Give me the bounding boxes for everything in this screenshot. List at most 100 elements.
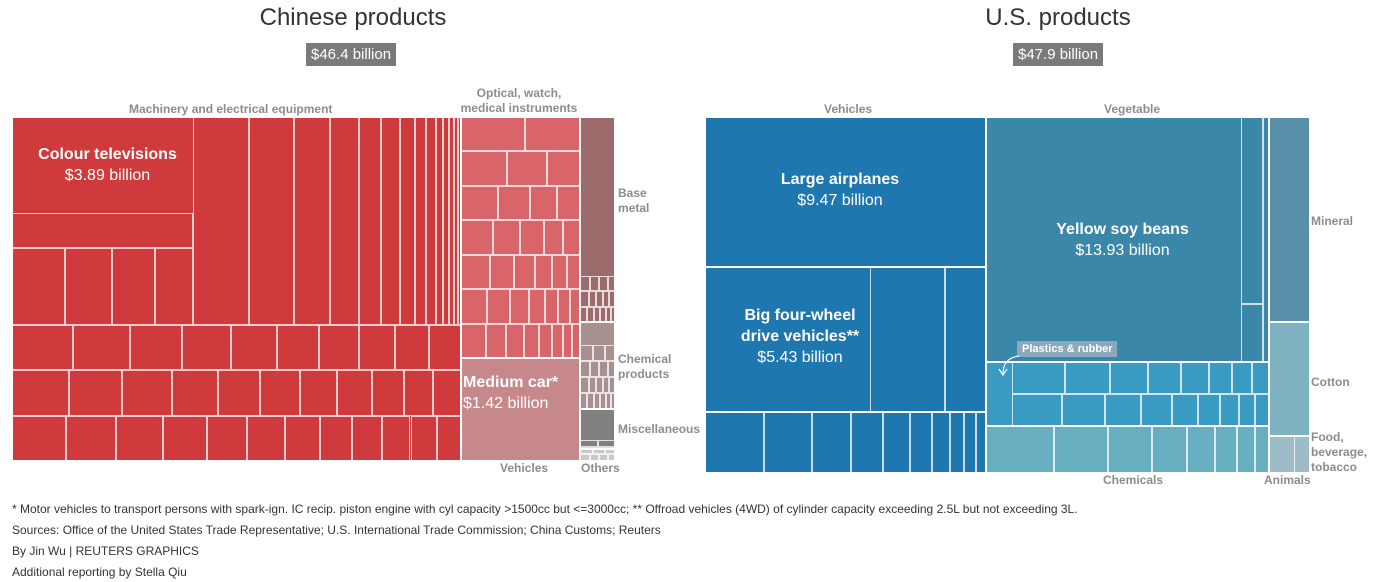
treemap-subcell <box>964 412 977 473</box>
treemap-subcell <box>528 289 545 324</box>
sources: Sources: Office of the United States Tra… <box>12 523 661 537</box>
treemap-subcell <box>193 117 250 325</box>
byline: By Jin Wu | REUTERS GRAPHICS <box>12 544 199 558</box>
treemap-subcell <box>1148 362 1181 394</box>
us-block-vegetable <box>986 117 1269 362</box>
us-cotton-label: Cotton <box>1311 375 1350 389</box>
treemap-subcell <box>163 415 207 461</box>
treemap-subcell <box>530 185 558 221</box>
treemap-subcell <box>129 325 183 371</box>
treemap-subcell <box>580 447 593 454</box>
us-large-airplanes-label: Large airplanes $9.47 billion <box>740 169 940 211</box>
us-food-label: Food, beverage, tobacco <box>1311 430 1367 475</box>
treemap-subcell <box>580 454 591 461</box>
treemap-subcell <box>600 306 606 322</box>
treemap-subcell <box>461 151 508 186</box>
footnote: * Motor vehicles to transport persons wi… <box>12 502 1078 516</box>
treemap-subcell <box>909 412 932 473</box>
treemap-subcell <box>1186 426 1215 473</box>
treemap-subcell <box>66 415 117 461</box>
treemap-subcell <box>435 117 444 325</box>
treemap-subcell <box>358 325 396 371</box>
us-vegetable-label: Vegetable <box>1104 102 1161 116</box>
us-products-title: U.S. products <box>985 4 1131 31</box>
treemap-subcell <box>580 291 589 307</box>
treemap-subcell <box>558 289 571 324</box>
treemap-subcell <box>594 393 601 409</box>
cn-colour-tv-value: $3.89 billion <box>64 167 151 184</box>
treemap-subcell <box>1198 394 1221 426</box>
us-4wd-name-line1: Big four-wheel <box>744 307 856 324</box>
treemap-subcell <box>524 323 540 358</box>
treemap-subcell <box>604 447 615 454</box>
treemap-subcell <box>945 267 986 412</box>
treemap-subcell <box>590 361 600 377</box>
treemap-subcell <box>1141 394 1172 426</box>
us-4wd-name-line2: drive vehicles** <box>740 328 860 345</box>
treemap-subcell <box>609 377 615 393</box>
treemap-subcell <box>206 415 247 461</box>
cn-vehicles-label: Vehicles <box>500 461 549 475</box>
treemap-subcell <box>12 248 65 325</box>
treemap-subcell <box>520 220 544 255</box>
treemap-subcell <box>587 393 595 409</box>
us-block-4wd <box>705 267 986 412</box>
treemap-subcell <box>449 117 455 325</box>
cn-misc-label: Miscellaneous <box>618 422 701 436</box>
cn-optical-label-line2: medical instruments <box>460 101 578 115</box>
treemap-subcell <box>461 117 526 152</box>
chinese-products-title: Chinese products <box>259 4 447 31</box>
treemap-subcell <box>410 415 437 461</box>
treemap-subcell <box>12 213 193 248</box>
treemap-subcell <box>352 415 383 461</box>
treemap-subcell <box>567 254 580 290</box>
treemap-subcell <box>461 323 486 358</box>
treemap-subcell <box>217 370 261 416</box>
cn-optical-label-line1: Optical, watch, <box>476 86 562 100</box>
cn-colour-tv-label: Colour televisions $3.89 billion <box>20 144 195 186</box>
treemap-subcell <box>607 276 615 292</box>
treemap-subcell <box>534 254 553 290</box>
treemap-subcell <box>426 117 436 325</box>
treemap-subcell <box>599 361 608 377</box>
treemap-subcell <box>596 291 604 307</box>
cn-base-metal-label-line2: metal <box>618 201 650 215</box>
treemap-subcell <box>371 370 404 416</box>
treemap-subcell <box>381 117 400 325</box>
treemap-subcell <box>598 440 615 447</box>
treemap-subcell <box>1263 117 1269 362</box>
cn-optical-label: Optical, watch, medical instruments <box>454 86 584 116</box>
treemap-subcell <box>572 323 580 358</box>
treemap-subcell <box>171 370 218 416</box>
treemap-subcell <box>1104 394 1142 426</box>
us-plastics-rubber-tag: Plastics & rubber <box>1017 341 1118 357</box>
cn-medium-car-label: Medium car* $1.42 billion <box>463 372 563 414</box>
us-4wd-label: Big four-wheel drive vehicles** $5.43 bi… <box>715 305 885 368</box>
additional-reporting: Additional reporting by Stella Qiu <box>12 565 187 579</box>
cn-machinery-label: Machinery and electrical equipment <box>129 102 333 116</box>
treemap-subcell <box>546 151 580 186</box>
treemap-subcell <box>603 377 610 393</box>
treemap-subcell <box>563 220 580 255</box>
treemap-subcell <box>1236 426 1255 473</box>
us-chemicals-label: Chemicals <box>1103 473 1164 487</box>
treemap-subcell <box>1208 362 1233 394</box>
treemap-subcell <box>429 325 461 371</box>
treemap-subcell <box>1110 362 1149 394</box>
treemap-subcell <box>551 323 563 358</box>
us-animals-label: Animals <box>1264 473 1311 487</box>
treemap-subcell <box>580 345 593 361</box>
treemap-subcell <box>461 289 488 324</box>
treemap-subcell <box>883 412 910 473</box>
us-4wd-value: $5.43 billion <box>757 349 843 366</box>
treemap-subcell <box>293 117 330 325</box>
treemap-subcell <box>454 117 458 325</box>
treemap-subcell <box>610 393 615 409</box>
treemap-subcell <box>870 267 945 412</box>
treemap-subcell <box>1269 117 1310 322</box>
us-block-cotton <box>1269 322 1310 436</box>
us-soy-beans-value: $13.93 billion <box>1075 242 1170 259</box>
treemap-subcell <box>705 412 764 473</box>
us-large-airplanes-name: Large airplanes <box>780 171 900 188</box>
treemap-subcell <box>122 370 172 416</box>
